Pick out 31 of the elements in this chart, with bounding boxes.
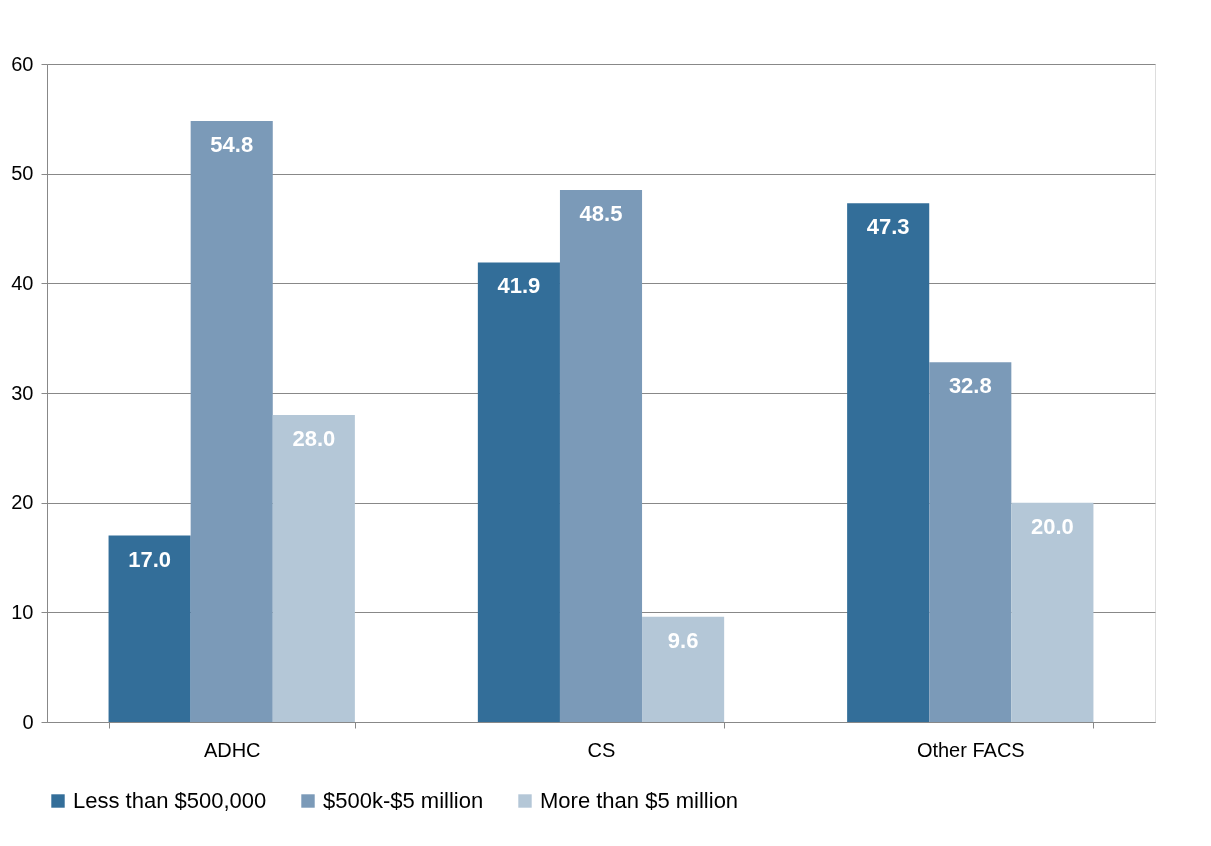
y-tick-label: 60 bbox=[11, 52, 34, 75]
bar bbox=[847, 203, 930, 722]
legend-label: $500k-$5 million bbox=[323, 788, 484, 813]
data-label: 32.8 bbox=[948, 373, 992, 399]
bar bbox=[559, 190, 643, 722]
x-tick-label: CS bbox=[587, 738, 616, 761]
data-label: 41.9 bbox=[497, 273, 541, 299]
legend-label: More than $5 million bbox=[540, 788, 739, 813]
y-tick-label: 10 bbox=[11, 600, 34, 623]
bar bbox=[108, 535, 191, 722]
data-label: 28.0 bbox=[292, 425, 336, 451]
x-tick-label: Other FACS bbox=[916, 738, 1025, 761]
x-tick-label: ADHC bbox=[203, 738, 261, 761]
bar bbox=[1011, 502, 1094, 722]
bar bbox=[272, 414, 355, 722]
data-label: 54.8 bbox=[210, 132, 254, 158]
y-tick-label: 0 bbox=[22, 710, 34, 733]
y-tick-label: 20 bbox=[11, 491, 34, 514]
bar bbox=[477, 262, 560, 722]
data-label: 47.3 bbox=[866, 214, 910, 240]
y-tick-label: 40 bbox=[11, 271, 34, 294]
data-label: 48.5 bbox=[579, 201, 623, 227]
bar bbox=[929, 362, 1012, 722]
legend-label: Less than $500,000 bbox=[73, 788, 267, 813]
y-tick-label: 30 bbox=[11, 381, 34, 404]
y-tick-label: 50 bbox=[11, 162, 34, 185]
data-label: 17.0 bbox=[128, 546, 172, 572]
data-label: 9.6 bbox=[667, 627, 699, 653]
data-label: 20.0 bbox=[1030, 513, 1074, 539]
bar bbox=[642, 616, 725, 722]
bar bbox=[190, 121, 273, 722]
